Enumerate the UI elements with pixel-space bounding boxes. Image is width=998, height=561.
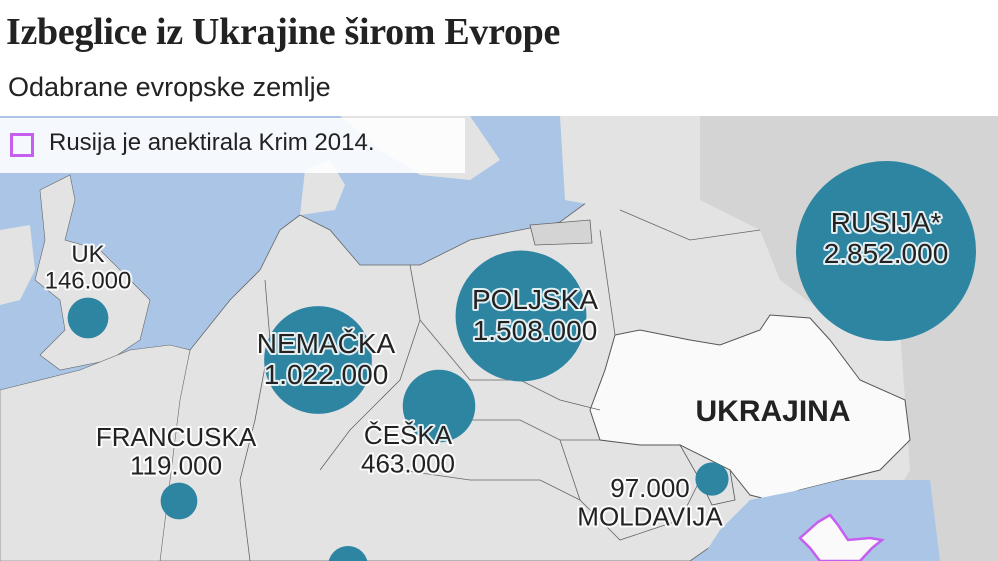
land-denmark xyxy=(300,160,345,215)
country-borders xyxy=(239,209,761,561)
bubble-nemacka xyxy=(264,306,372,414)
label-uk-name: UK xyxy=(71,241,104,268)
land-baltic xyxy=(560,116,700,210)
bubble-moldavija xyxy=(695,462,729,496)
bubble-francuska xyxy=(160,482,198,520)
label-poljska-value: 1.508.000 xyxy=(473,315,598,346)
label-moldavija-name: MOLDAVIJA xyxy=(577,502,723,532)
bubble-rusija xyxy=(796,161,976,341)
header: Izbeglice iz Ukrajine širom Evrope Odabr… xyxy=(0,0,998,116)
refugee-bubbles xyxy=(67,161,976,561)
crimea xyxy=(798,513,885,561)
label-rusija-value: 2.852.000 xyxy=(824,238,949,269)
crimea-legend-swatch xyxy=(10,133,34,157)
page-title: Izbeglice iz Ukrajine širom Evrope xyxy=(6,11,561,53)
legend: Rusija je anektirala Krim 2014. xyxy=(0,118,465,173)
label-nemacka-name: NEMAČKA xyxy=(257,328,396,359)
land-france xyxy=(0,344,191,561)
label-moldavija-value: 97.000 xyxy=(610,473,690,503)
bubble-unlabeled xyxy=(328,546,368,561)
bubble-uk xyxy=(67,297,109,339)
label-rusija-name: RUSIJA* xyxy=(831,207,942,238)
bubble-ceska xyxy=(402,369,476,443)
label-ceska-name: ČEŠKA xyxy=(364,420,453,450)
page-subtitle: Odabrane evropske zemlje xyxy=(8,72,331,102)
label-francuska-name: FRANCUSKA xyxy=(96,422,257,452)
land-uk xyxy=(34,174,151,371)
ukraine-label: UKRAJINA xyxy=(695,395,850,428)
label-ceska-value: 463.000 xyxy=(361,449,455,479)
land-ireland xyxy=(0,225,35,305)
label-nemacka-value: 1.022.000 xyxy=(264,359,389,390)
label-poljska-name: POLJSKA xyxy=(472,284,598,315)
label-francuska-value: 119.000 xyxy=(130,451,222,481)
label-uk-value: 146.000 xyxy=(45,267,132,294)
land-ukraine xyxy=(589,314,911,501)
bubble-poljska xyxy=(455,250,587,382)
land-kaliningrad xyxy=(529,219,593,246)
legend-label: Rusija je anektirala Krim 2014. xyxy=(49,129,375,156)
